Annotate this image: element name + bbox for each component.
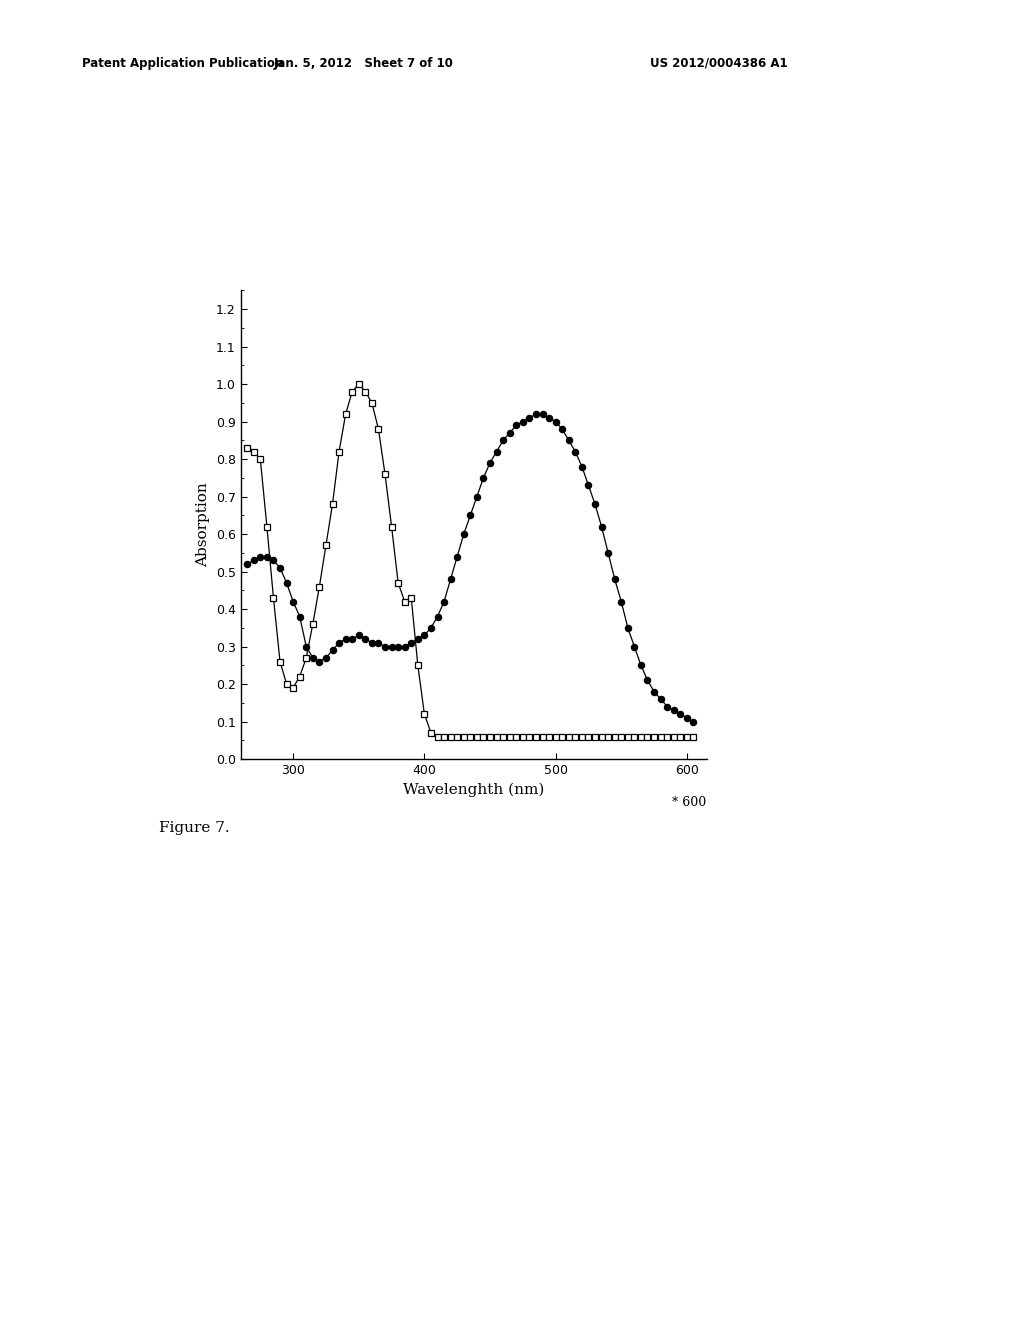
Text: * 600: * 600 bbox=[673, 796, 707, 809]
Text: Figure 7.: Figure 7. bbox=[159, 821, 229, 836]
Y-axis label: Absorption: Absorption bbox=[197, 482, 210, 568]
Text: Jan. 5, 2012   Sheet 7 of 10: Jan. 5, 2012 Sheet 7 of 10 bbox=[273, 57, 454, 70]
Text: US 2012/0004386 A1: US 2012/0004386 A1 bbox=[650, 57, 787, 70]
Text: Patent Application Publication: Patent Application Publication bbox=[82, 57, 284, 70]
X-axis label: Wavelenghth (nm): Wavelenghth (nm) bbox=[402, 783, 545, 797]
